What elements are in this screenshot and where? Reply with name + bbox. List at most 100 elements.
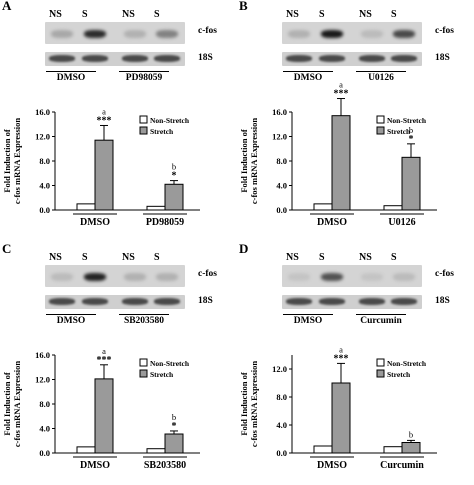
lane-label: S [82, 9, 88, 20]
y-tick-label: 4.0 [39, 181, 50, 191]
lane-label: S [154, 252, 160, 263]
18s-blot [45, 52, 185, 66]
18s-band [286, 298, 312, 305]
c-fos-band [84, 30, 106, 38]
blot-group-label: DMSO [293, 316, 323, 326]
legend-swatch [376, 358, 385, 367]
18s-band [122, 55, 148, 62]
c-fos-band [84, 273, 106, 281]
c-fos-band [124, 273, 146, 281]
18s-band [391, 298, 417, 305]
c-fos-band [393, 273, 415, 281]
category-label: DMSO [317, 217, 347, 228]
non-stretch-bar [146, 205, 166, 211]
c-fos-band [321, 273, 343, 281]
stretch-bar [401, 156, 421, 211]
18s-blot [282, 295, 422, 309]
legend-label: Non-Stretch [387, 116, 427, 125]
18s-label: 18S [435, 296, 450, 306]
y-axis-label: Fold Induction ofc-fos mRNA Expression [2, 361, 22, 448]
legend-swatch [376, 369, 385, 378]
c-fos-band [51, 30, 73, 38]
significance-letter: a [339, 344, 343, 354]
legend-swatch [376, 115, 385, 124]
group-underline [119, 314, 169, 315]
y-tick-label: 16.0 [35, 107, 50, 117]
y-tick-label: 16.0 [35, 350, 50, 360]
legend-label: Non-Stretch [150, 116, 190, 125]
c-fos-label: c-fos [198, 269, 217, 279]
group-underline [46, 314, 96, 315]
18s-label: 18S [435, 53, 450, 63]
significance-stars: *** [97, 355, 112, 366]
panel-label: A [2, 0, 12, 13]
lane-label: NS [286, 252, 299, 263]
18s-band [82, 298, 108, 305]
group-underline [283, 71, 333, 72]
bar-chart: Fold Induction ofc-fos mRNA Expression 0.… [2, 106, 200, 228]
y-axis-label-line-1: Fold Induction of [2, 129, 12, 192]
c-fos-band [288, 30, 310, 38]
stretch-bar [164, 183, 184, 211]
18s-band [154, 298, 180, 305]
y-tick-label: 8.0 [276, 156, 287, 166]
c-fos-label: c-fos [198, 26, 217, 36]
category-label: PD98059 [146, 217, 184, 228]
non-stretch-bar [76, 446, 96, 454]
c-fos-blot [45, 265, 185, 287]
legend-label: Non-Stretch [150, 359, 190, 368]
lane-label: S [154, 9, 160, 20]
18s-band [49, 55, 75, 62]
blot-group-label: DMSO [56, 73, 86, 83]
y-tick-label: 0.0 [276, 205, 287, 215]
non-stretch-bar [383, 205, 403, 211]
18s-band [359, 298, 385, 305]
significance-stars: *** [97, 115, 112, 126]
y-tick-label: 8.0 [276, 392, 287, 402]
c-fos-band [321, 30, 343, 38]
18s-band [391, 55, 417, 62]
legend-swatch [139, 126, 148, 135]
y-axis-label-line-1: Fold Induction of [239, 129, 249, 192]
category-label: Curcumin [380, 460, 424, 471]
significance-stars: * [409, 134, 414, 145]
18s-blot [282, 52, 422, 66]
group-underline [46, 71, 96, 72]
non-stretch-bar [76, 203, 96, 211]
blot-group-label: Curcumin [360, 316, 402, 326]
significance-letter: a [102, 106, 106, 116]
y-axis-label: Fold Induction ofc-fos mRNA Expression [2, 118, 22, 205]
c-fos-band [361, 273, 383, 281]
y-tick-label: 12.0 [272, 364, 287, 374]
category-label: DMSO [317, 460, 347, 471]
panel-label: D [239, 241, 249, 256]
y-axis-label: Fold Induction ofc-fos mRNA Expression [239, 361, 259, 448]
18s-band [122, 298, 148, 305]
lane-label: NS [122, 9, 135, 20]
y-tick-label: 12.0 [35, 375, 50, 385]
y-tick-label: 12.0 [272, 132, 287, 142]
y-axis-label-line-1: Fold Induction of [2, 372, 12, 435]
blot-group-label: SB203580 [123, 316, 165, 326]
y-axis-label-line-2: c-fos mRNA Expression [249, 361, 259, 448]
significance-stars: *** [334, 353, 349, 364]
category-label: U0126 [388, 217, 415, 228]
18s-band [286, 55, 312, 62]
18s-band [319, 298, 345, 305]
lane-label: NS [359, 252, 372, 263]
lane-label: NS [49, 252, 62, 263]
y-tick-label: 12.0 [35, 132, 50, 142]
y-tick-label: 16.0 [272, 107, 287, 117]
lane-label: S [391, 252, 397, 263]
category-label: SB203580 [144, 460, 186, 471]
c-fos-band [288, 273, 310, 281]
c-fos-band [156, 273, 178, 281]
bar-chart: Fold Induction ofc-fos mRNA Expression 0.… [239, 80, 437, 228]
lane-label: NS [122, 252, 135, 263]
significance-letter: a [102, 346, 106, 356]
category-label: DMSO [80, 217, 110, 228]
legend-label: Stretch [387, 127, 411, 136]
panel-label: B [239, 0, 248, 13]
